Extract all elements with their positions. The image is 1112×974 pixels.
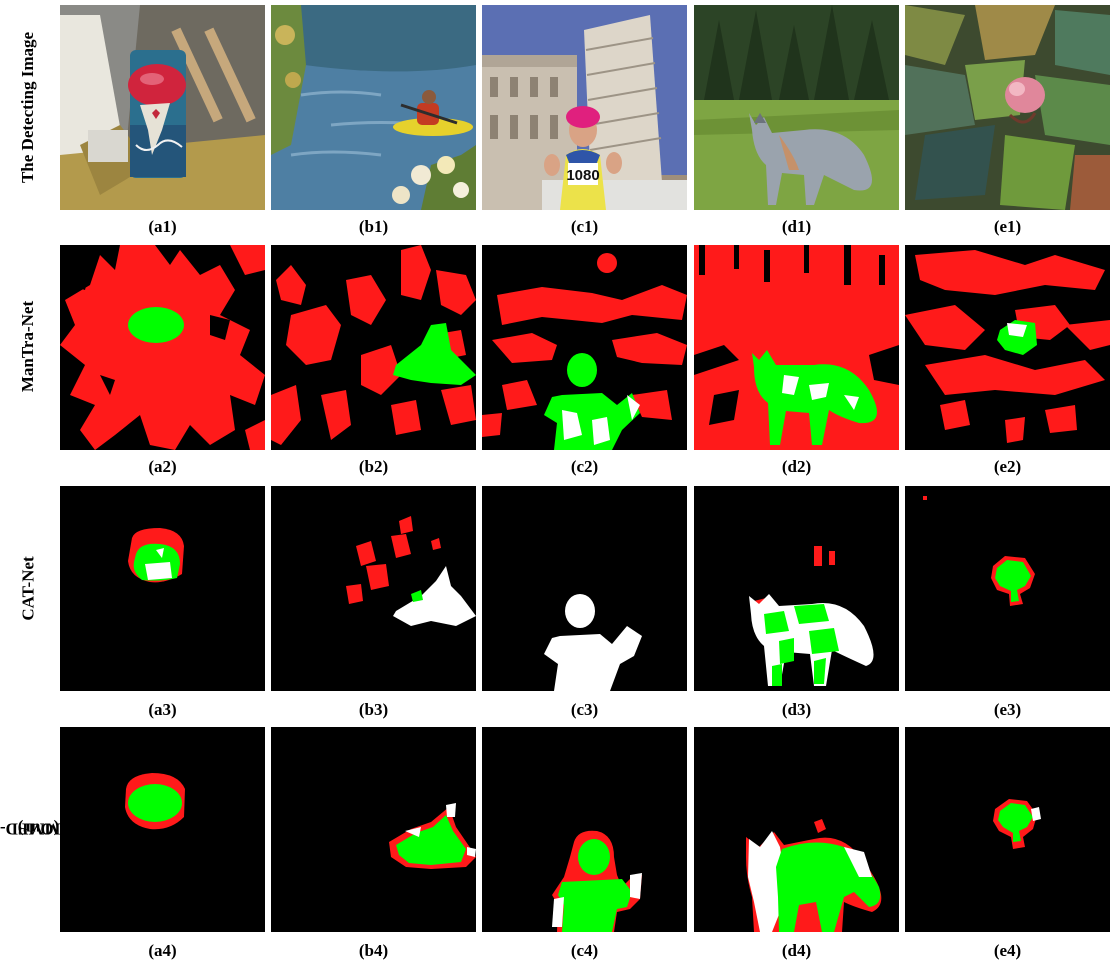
caption-d1: (d1) xyxy=(781,217,812,236)
mask-d3-cat-net xyxy=(694,486,899,691)
mask-b3-cat-net xyxy=(271,486,476,691)
caption-b1: (b1) xyxy=(358,217,389,236)
caption-a3: (a3) xyxy=(148,700,177,719)
caption-a4: (a4) xyxy=(148,941,177,960)
mask-b4-mmfd-net xyxy=(271,727,476,932)
mask-c2-mantra-net xyxy=(482,245,687,450)
caption-b4: (b4) xyxy=(358,941,389,960)
mask-b2-mantra-net xyxy=(271,245,476,450)
caption-a2: (a2) xyxy=(148,457,177,476)
caption-c1: (c1) xyxy=(570,217,599,236)
mask-c3-cat-net xyxy=(482,486,687,691)
caption-d3: (d3) xyxy=(781,700,812,719)
mask-e2-mantra-net xyxy=(905,245,1110,450)
svg-text:1080: 1080 xyxy=(566,167,599,184)
caption-d4: (d4) xyxy=(781,941,812,960)
photo-a1-painted-barrel xyxy=(60,5,265,210)
caption-d2: (d2) xyxy=(781,457,812,476)
caption-e4: (e4) xyxy=(993,941,1022,960)
row-label-detecting-image: The Detecting Image xyxy=(18,31,38,184)
row-label-cat-net: CAT-Net xyxy=(18,555,38,621)
photo-c1-pisa-runner: 1080 xyxy=(482,5,687,210)
caption-e1: (e1) xyxy=(993,217,1022,236)
row-label-mmfd-net: MMFD-Net(Our) xyxy=(0,819,61,838)
caption-c4: (c4) xyxy=(570,941,599,960)
mask-a3-cat-net xyxy=(60,486,265,691)
mask-a4-mmfd-net xyxy=(60,727,265,932)
mask-a2-mantra-net xyxy=(60,245,265,450)
mask-c4-mmfd-net xyxy=(482,727,687,932)
caption-b2: (b2) xyxy=(358,457,389,476)
mask-d4-mmfd-net xyxy=(694,727,899,932)
caption-c2: (c2) xyxy=(570,457,599,476)
mask-d2-mantra-net xyxy=(694,245,899,450)
mask-e4-mmfd-net xyxy=(905,727,1110,932)
caption-a1: (a1) xyxy=(148,217,177,236)
caption-e3: (e3) xyxy=(993,700,1022,719)
caption-c3: (c3) xyxy=(570,700,599,719)
row-label-mantra-net: ManTra-Net xyxy=(18,300,38,393)
photo-e1-leaves xyxy=(905,5,1110,210)
mask-e3-cat-net xyxy=(905,486,1110,691)
photo-b1-kayaker xyxy=(271,5,476,210)
caption-e2: (e2) xyxy=(993,457,1022,476)
caption-b3: (b3) xyxy=(358,700,389,719)
photo-d1-fox xyxy=(694,5,899,210)
